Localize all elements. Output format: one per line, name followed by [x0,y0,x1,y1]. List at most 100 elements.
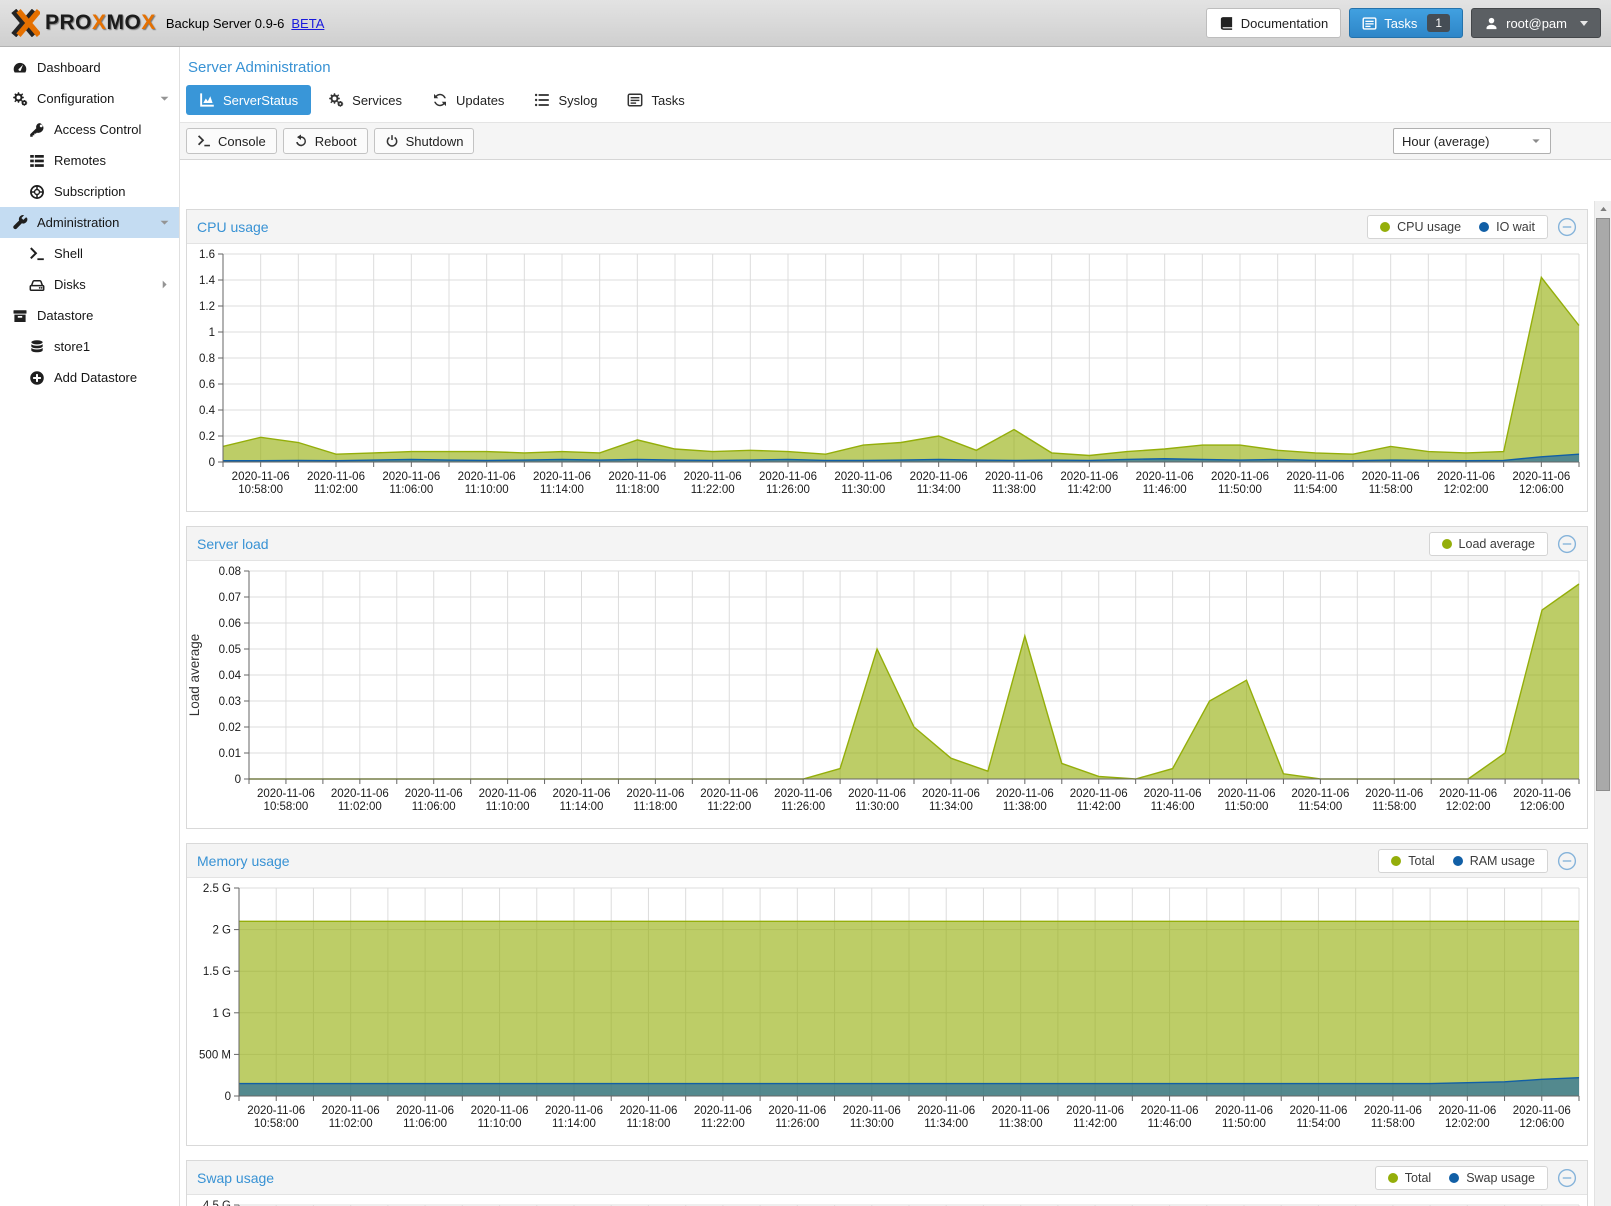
tab-tasks[interactable]: Tasks [614,85,697,115]
legend-dot-icon [1479,221,1490,232]
user-menu-button[interactable]: root@pam [1471,8,1601,38]
collapse-panel-button[interactable] [1557,1168,1577,1188]
svg-text:0.4: 0.4 [199,405,216,417]
tab-updates[interactable]: Updates [419,85,517,115]
sidebar-item-datastore[interactable]: Datastore [0,300,179,331]
scroll-up-arrow[interactable] [1595,201,1611,218]
svg-text:2020-11-06: 2020-11-06 [1215,1105,1273,1117]
svg-text:2020-11-06: 2020-11-06 [1286,471,1344,483]
svg-text:11:30:00: 11:30:00 [850,1118,894,1130]
panel-title: Memory usage [197,852,290,869]
svg-text:11:46:00: 11:46:00 [1151,801,1195,813]
console-button[interactable]: Console [186,128,277,154]
svg-text:2020-11-06: 2020-11-06 [922,788,980,800]
tab-syslog[interactable]: Syslog [521,85,610,115]
sidebar-item-add-datastore[interactable]: Add Datastore [0,362,179,393]
svg-text:0.05: 0.05 [219,644,241,656]
sidebar-item-label: Shell [54,246,83,261]
svg-text:1.2: 1.2 [199,301,215,313]
sidebar-item-shell[interactable]: Shell [0,238,179,269]
svg-text:2020-11-06: 2020-11-06 [553,788,611,800]
legend-item[interactable]: Total [1391,854,1435,868]
sidebar-item-label: Dashboard [37,60,101,75]
legend-item[interactable]: RAM usage [1452,854,1535,868]
legend-item[interactable]: Load average [1441,536,1535,551]
svg-text:0: 0 [235,774,241,786]
tab-services[interactable]: Services [315,85,415,115]
svg-text:2020-11-06: 2020-11-06 [1144,788,1202,800]
svg-text:11:50:00: 11:50:00 [1222,1118,1266,1130]
svg-text:Load average: Load average [187,634,202,717]
collapse-panel-button[interactable] [1557,534,1577,554]
time-range-value: Hour (average) [1402,133,1490,149]
sidebar-item-remotes[interactable]: Remotes [0,145,179,176]
svg-text:10:58:00: 10:58:00 [254,1118,299,1130]
svg-text:2020-11-06: 2020-11-06 [694,1105,752,1117]
tab-serverstatus[interactable]: ServerStatus [186,85,312,115]
legend-item[interactable]: CPU usage [1380,220,1461,234]
svg-text:2020-11-06: 2020-11-06 [917,1105,975,1117]
tab-label: Syslog [558,92,598,108]
shutdown-label: Shutdown [405,133,464,149]
sidebar-item-disks[interactable]: Disks [0,269,179,300]
svg-text:4.5 G: 4.5 G [203,1200,231,1206]
sidebar-item-dashboard[interactable]: Dashboard [0,52,179,83]
sidebar-item-access-control[interactable]: Access Control [0,114,179,145]
chart-body-cpu: 0 0.2 0.4 0.6 0.8 1 1.2 1.4 1.6 2020-11-06 10:58:0… [187,244,1587,511]
legend-dot-icon [1452,855,1463,866]
svg-text:10:58:00: 10:58:00 [264,801,309,813]
scroll-thumb[interactable] [1596,218,1610,791]
svg-text:2.5 G: 2.5 G [203,883,231,895]
chevron-down-icon [158,92,171,105]
sidebar: Dashboard Configuration Access Control Remo… [0,47,180,1206]
collapse-panel-button[interactable] [1557,217,1577,237]
svg-text:2020-11-06: 2020-11-06 [1365,788,1423,800]
svg-text:1.4: 1.4 [199,275,216,287]
svg-text:1.5 G: 1.5 G [203,966,231,978]
tab-label: Updates [456,92,505,108]
legend-item[interactable]: Swap usage [1449,1171,1535,1185]
sidebar-item-label: Disks [54,277,86,292]
vertical-scrollbar[interactable] [1594,201,1611,1206]
svg-text:11:14:00: 11:14:00 [552,1118,596,1130]
sidebar-item-administration[interactable]: Administration [0,207,179,238]
svg-text:2020-11-06: 2020-11-06 [1136,471,1194,483]
legend-item[interactable]: IO wait [1479,220,1535,234]
svg-text:11:26:00: 11:26:00 [781,801,825,813]
collapse-panel-button[interactable] [1557,851,1577,871]
beta-link[interactable]: BETA [291,15,325,31]
dashboard-icon [12,60,28,76]
svg-text:11:22:00: 11:22:00 [707,801,751,813]
svg-text:2020-11-06: 2020-11-06 [843,1105,901,1117]
svg-text:11:30:00: 11:30:00 [855,801,899,813]
proxmox-logo-icon [11,9,40,37]
legend-label: Load average [1458,536,1535,551]
svg-text:2020-11-06: 2020-11-06 [774,788,832,800]
svg-text:0: 0 [209,457,215,469]
list-alt-icon [627,92,643,108]
documentation-button[interactable]: Documentation [1205,8,1342,38]
svg-text:0.06: 0.06 [219,618,241,630]
chart-body-load: 0 0.01 0.02 0.03 0.04 0.05 0.06 0.07 0.08 2020-11… [187,561,1587,828]
refresh-icon [432,92,448,108]
sidebar-item-store1[interactable]: store1 [0,331,179,362]
sidebar-item-label: Subscription [54,184,126,199]
proxmox-logo: PROXMOX [10,9,156,37]
panel-memory: Memory usage Total RAM usage 0 500 M 1 G 1.5 G… [186,843,1588,1146]
sidebar-item-configuration[interactable]: Configuration [0,83,179,114]
chevron-down-icon [1530,135,1542,147]
tasks-button[interactable]: Tasks 1 [1349,8,1464,38]
reboot-button[interactable]: Reboot [282,128,368,154]
svg-text:11:58:00: 11:58:00 [1369,484,1413,496]
time-range-select[interactable]: Hour (average) [1393,128,1551,154]
legend-item[interactable]: Total [1387,1171,1431,1185]
main-content: Server Administration ServerStatus Servic… [180,47,1611,1206]
sidebar-item-subscription[interactable]: Subscription [0,176,179,207]
tasks-icon [1362,16,1377,31]
shutdown-button[interactable]: Shutdown [373,128,475,154]
svg-text:11:50:00: 11:50:00 [1225,801,1269,813]
panel-cpu: CPU usage CPU usage IO wait 0 0.2 0.4 0.6 0.8 1 1… [186,209,1588,512]
svg-text:0.01: 0.01 [219,748,241,760]
panel-load: Server load Load average 0 0.01 0.02 0.03 0.04… [186,526,1588,829]
